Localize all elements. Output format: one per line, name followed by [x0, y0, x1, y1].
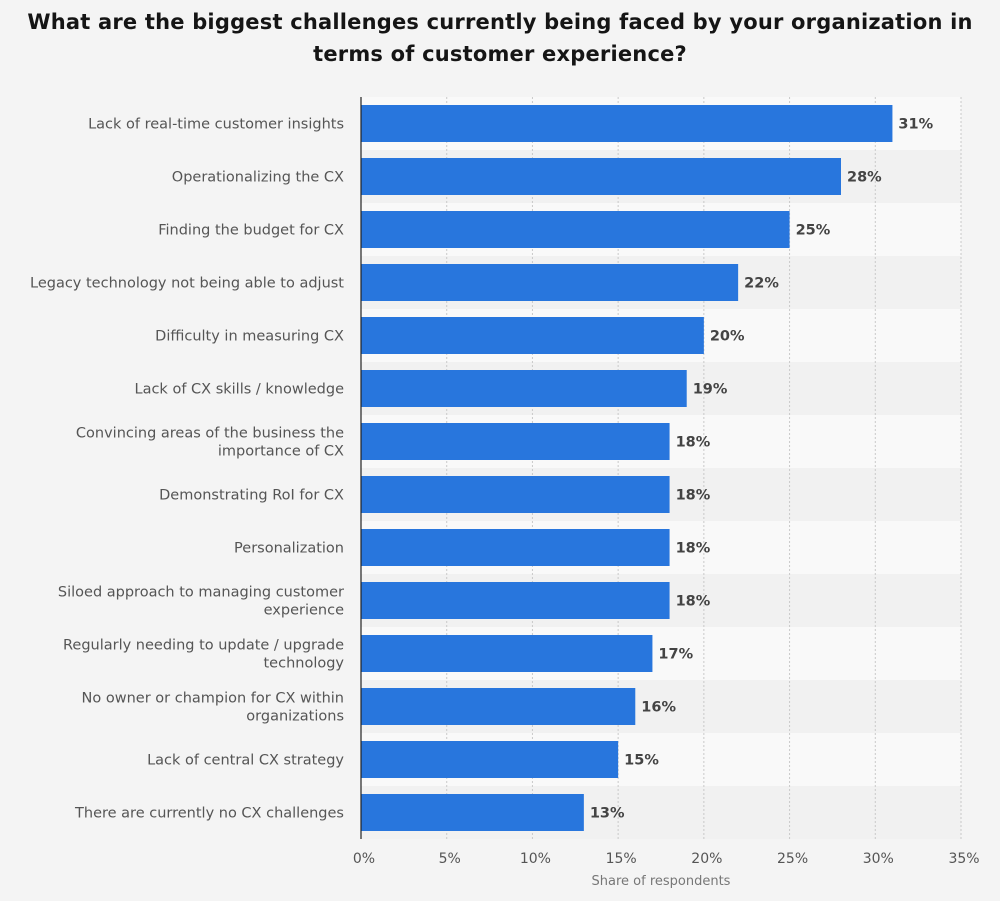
value-label: 18%	[676, 488, 711, 504]
bar	[361, 264, 739, 301]
value-label: 20%	[710, 329, 745, 345]
value-label: 18%	[676, 541, 711, 557]
category-label: There are currently no CX challenges	[74, 806, 344, 822]
value-label: 25%	[796, 223, 831, 239]
x-tick-label: 15%	[606, 851, 637, 867]
category-label: Finding the budget for CX	[158, 223, 344, 239]
category-label: Demonstrating RoI for CX	[159, 488, 344, 504]
category-label: Legacy technology not being able to adju…	[30, 276, 344, 292]
value-labels: 31% 28% 25% 22% 20% 19% 18% 18% 18% 18% 17% 16% 15% 1…	[590, 117, 934, 822]
value-label: 13%	[590, 806, 625, 822]
bar	[361, 635, 653, 672]
category-label: Personalization	[234, 541, 344, 557]
category-label: Siloed approach to managing customer expe…	[58, 585, 344, 619]
value-label: 15%	[624, 753, 659, 769]
bar	[361, 529, 670, 566]
bar	[361, 794, 584, 831]
x-axis-title: Share of respondents	[592, 874, 731, 889]
bar	[361, 158, 841, 195]
value-label: 18%	[676, 594, 711, 610]
x-tick-label: 35%	[948, 851, 979, 867]
chart-title: What are the biggest challenges currentl…	[27, 10, 973, 66]
value-label: 31%	[898, 117, 933, 133]
x-tick-label: 20%	[691, 851, 722, 867]
x-tick-label: 0%	[353, 851, 375, 867]
bar	[361, 211, 790, 248]
value-label: 18%	[676, 435, 711, 451]
category-label: Lack of CX skills / knowledge	[135, 382, 345, 398]
category-label: Lack of real-time customer insights	[88, 117, 344, 133]
bar	[361, 688, 636, 725]
bar	[361, 317, 704, 354]
value-label: 16%	[641, 700, 676, 716]
value-label: 28%	[847, 170, 882, 186]
bar	[361, 582, 670, 619]
category-label: No owner or champion for CX within organi…	[82, 691, 344, 725]
bar	[361, 476, 670, 513]
value-label: 17%	[658, 647, 693, 663]
category-label: Convincing areas of the business the impo…	[76, 426, 344, 460]
bar	[361, 741, 619, 778]
x-tick-label: 30%	[863, 851, 894, 867]
bar	[361, 370, 687, 407]
x-tick-labels: 0% 5% 10% 15% 20% 25% 30% 35%	[353, 851, 980, 867]
row-bands	[361, 97, 961, 839]
value-label: 19%	[693, 382, 728, 398]
value-label: 22%	[744, 276, 779, 292]
category-label: Difficulty in measuring CX	[155, 329, 344, 345]
category-labels: Lack of real-time customer insights Opera…	[30, 117, 344, 822]
x-tick-label: 5%	[439, 851, 461, 867]
category-label: Lack of central CX strategy	[147, 753, 344, 769]
bars	[361, 105, 893, 831]
bar	[361, 423, 670, 460]
category-label: Operationalizing the CX	[172, 170, 344, 186]
x-tick-label: 10%	[520, 851, 551, 867]
category-label: Regularly needing to update / upgrade tec…	[63, 638, 344, 672]
bar	[361, 105, 893, 142]
x-tick-label: 25%	[777, 851, 808, 867]
